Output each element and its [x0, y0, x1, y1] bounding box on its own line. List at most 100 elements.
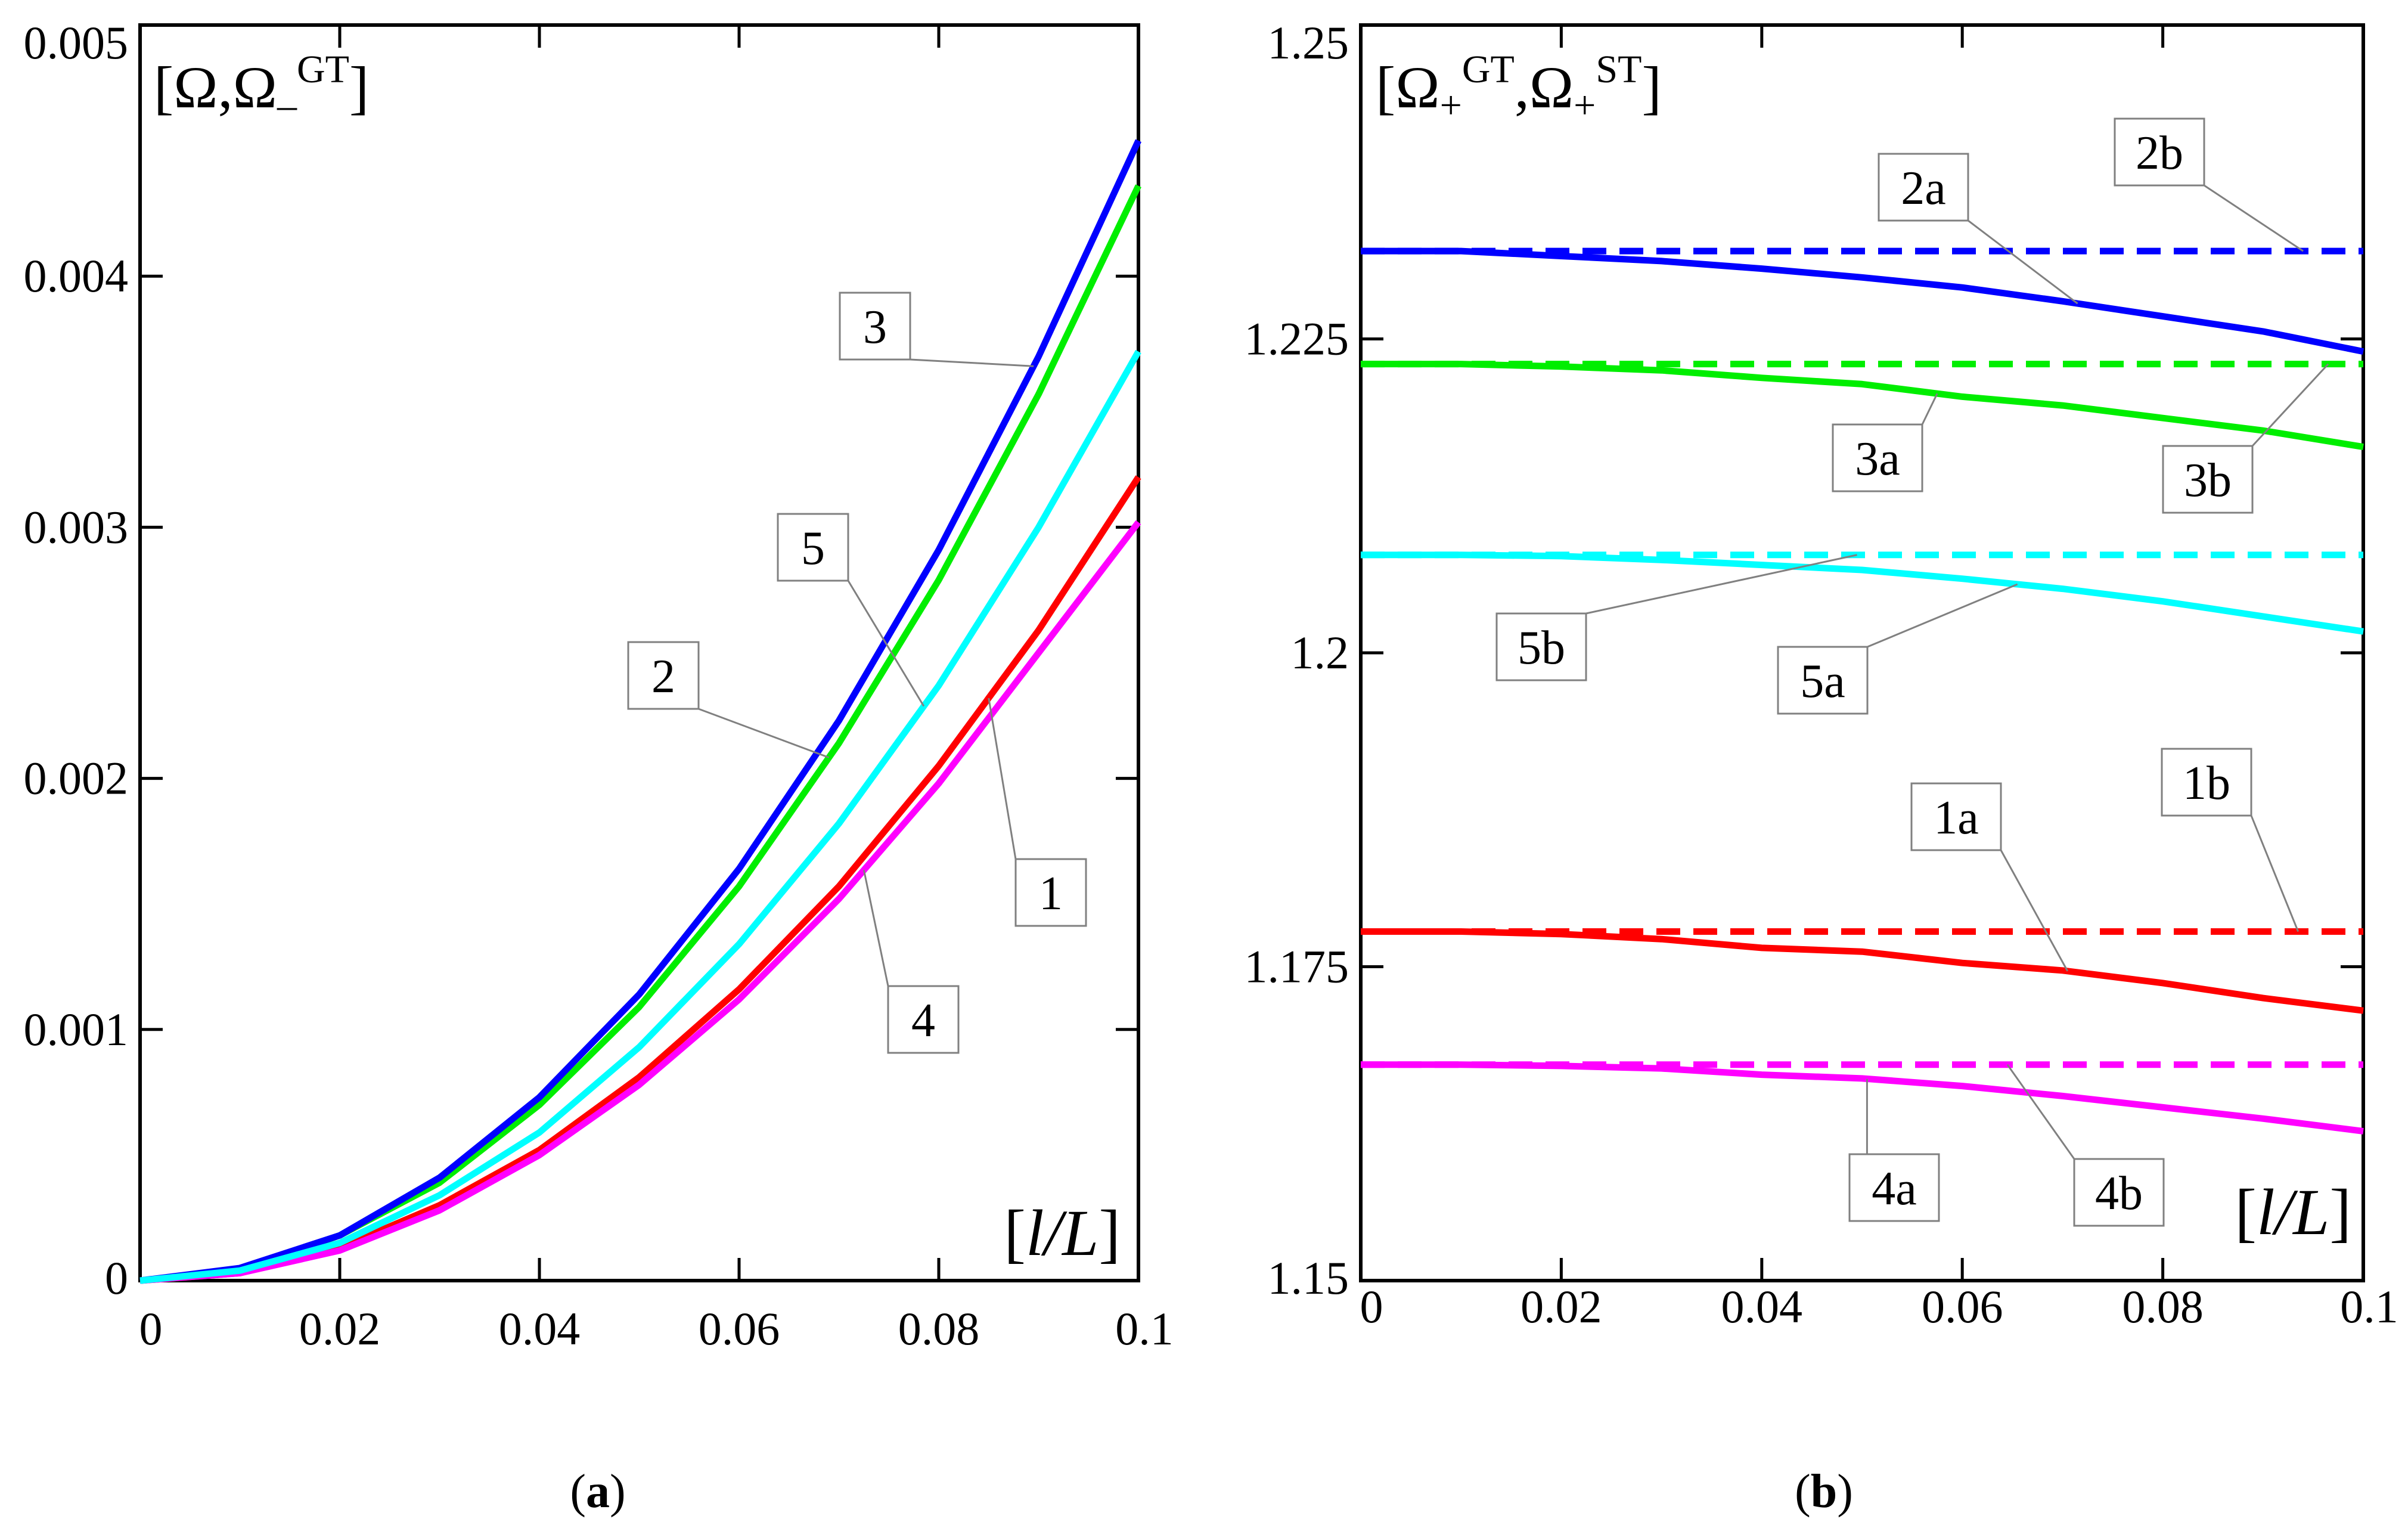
- series-label-box: [2162, 445, 2254, 514]
- chart-title: [Ω+GT,Ω+ST]: [1376, 48, 1662, 127]
- panel-caption: (b): [1795, 1465, 1853, 1518]
- title-sup: ST: [1596, 48, 1641, 91]
- title-text: [Ω: [1376, 54, 1440, 120]
- series-label-box: [777, 513, 849, 582]
- y-tick-label: 0.001: [24, 1003, 129, 1055]
- series-label: 2a: [1901, 162, 1946, 215]
- caption-paren: ): [610, 1465, 626, 1518]
- leader-line: [847, 580, 925, 707]
- series-line-3: [139, 139, 1141, 1284]
- series-label-box: [887, 985, 960, 1054]
- series-label: 3b: [2184, 454, 2232, 507]
- x-tick-label: 0.04: [499, 1303, 581, 1355]
- chart-panel-a: 0 0.02 0.04 0.06 0.08 0.1 0 0.001 0.002 0.003 0.00…: [24, 17, 1174, 1518]
- series-label: 4: [911, 994, 935, 1047]
- y-tick-label: 1.2: [1291, 627, 1349, 678]
- y-tick-label: 0.005: [24, 17, 129, 69]
- title-sub: +: [1440, 83, 1462, 127]
- title-text: [Ω,Ω: [154, 54, 277, 120]
- x-tick-label: 0.1: [2340, 1281, 2398, 1332]
- series-label-box: [1777, 646, 1869, 715]
- series-label: 4b: [2095, 1167, 2143, 1220]
- x-axis-label-bracket: ]: [2329, 1176, 2351, 1248]
- x-tick-label: 0: [139, 1303, 163, 1355]
- series-label: 1b: [2183, 757, 2230, 810]
- y-tick-label: 1.15: [1268, 1252, 1349, 1304]
- leader-line: [1585, 554, 1857, 615]
- series-line-1a: [1361, 928, 2364, 1014]
- caption-paren: ): [1837, 1465, 1853, 1518]
- leader-line: [1921, 393, 1938, 425]
- series-label: 5a: [1800, 655, 1845, 708]
- x-tick-label: 0.06: [699, 1303, 780, 1355]
- y-tick-label: 0: [105, 1252, 128, 1304]
- x-axis-label-bracket: [: [1004, 1197, 1026, 1269]
- x-axis-label-var: l/L: [2257, 1176, 2329, 1248]
- plot-frame: [138, 23, 1140, 1282]
- y-tick-label: 1.25: [1268, 17, 1349, 69]
- series-line-4a: [1361, 1061, 2364, 1135]
- x-tick-label: 0: [1360, 1281, 1383, 1332]
- series-label-box: [1832, 423, 1923, 492]
- leader-line: [988, 698, 1017, 860]
- series-line-2: [139, 184, 1141, 1284]
- caption-letter: a: [586, 1465, 610, 1518]
- y-tick-label: 0.002: [24, 752, 129, 804]
- series-label: 2: [651, 650, 675, 703]
- x-tick-label: 0.08: [898, 1303, 980, 1355]
- x-tick-label: 0.02: [299, 1303, 381, 1355]
- series-label-box: [1495, 612, 1587, 681]
- series-label: 5b: [1518, 622, 1565, 674]
- panel-caption: (a): [570, 1465, 625, 1518]
- x-tick-label: 0.02: [1520, 1281, 1602, 1332]
- series-label: 1a: [1934, 792, 1979, 844]
- title-text: ,Ω: [1515, 54, 1574, 120]
- leader-line: [1968, 219, 2078, 305]
- series-label-box: [1014, 858, 1087, 927]
- series-label: 3: [863, 301, 887, 354]
- leader-line: [2250, 815, 2300, 932]
- leader-line: [862, 870, 889, 987]
- leader-line: [698, 708, 830, 759]
- series-label-box: [1878, 153, 1969, 222]
- caption-paren: (: [570, 1465, 586, 1518]
- series-label-box: [2161, 748, 2252, 817]
- series-label-box: [839, 292, 911, 361]
- leader-line: [2251, 363, 2329, 447]
- series-label-box: [2073, 1158, 2165, 1227]
- x-axis-label-bracket: ]: [1099, 1197, 1121, 1269]
- leader-line: [910, 358, 1034, 367]
- x-axis-label: [l/L]: [2235, 1176, 2351, 1248]
- series-label: 2b: [2136, 127, 2183, 179]
- series-line-5: [139, 349, 1141, 1284]
- series-label: 4a: [1872, 1163, 1917, 1215]
- series-line-2a: [1361, 247, 2364, 355]
- leader-line: [2006, 1064, 2075, 1160]
- y-tick-label: 0.003: [24, 501, 129, 553]
- title-sup: GT: [297, 48, 349, 91]
- series-label: 3a: [1855, 433, 1900, 485]
- x-tick-label: 0.04: [1721, 1281, 1803, 1332]
- series-label-box: [2114, 117, 2205, 187]
- series-line-4: [139, 520, 1141, 1284]
- y-tick-label: 1.175: [1245, 941, 1349, 993]
- series-label-box: [627, 641, 700, 710]
- x-axis-label-bracket: [: [2235, 1176, 2257, 1248]
- x-tick-label: 0.08: [2122, 1281, 2204, 1332]
- title-sub: –: [277, 83, 297, 127]
- title-sub: +: [1574, 83, 1596, 127]
- leader-line: [2000, 850, 2069, 972]
- title-sup: GT: [1462, 48, 1515, 91]
- y-tick-label: 0.004: [24, 250, 129, 302]
- title-text: ]: [1641, 54, 1661, 120]
- series-line-1: [139, 475, 1141, 1284]
- series-label-box: [1848, 1153, 1940, 1222]
- series-label-box: [1910, 782, 2002, 851]
- x-tick-label: 0.06: [1922, 1281, 2003, 1332]
- leader-line: [2204, 184, 2304, 252]
- x-axis-label: [l/L]: [1004, 1197, 1121, 1269]
- leader-line: [1867, 583, 2018, 648]
- x-tick-label: 0.1: [1115, 1303, 1174, 1355]
- chart-title: [Ω,Ω–GT]: [154, 48, 369, 127]
